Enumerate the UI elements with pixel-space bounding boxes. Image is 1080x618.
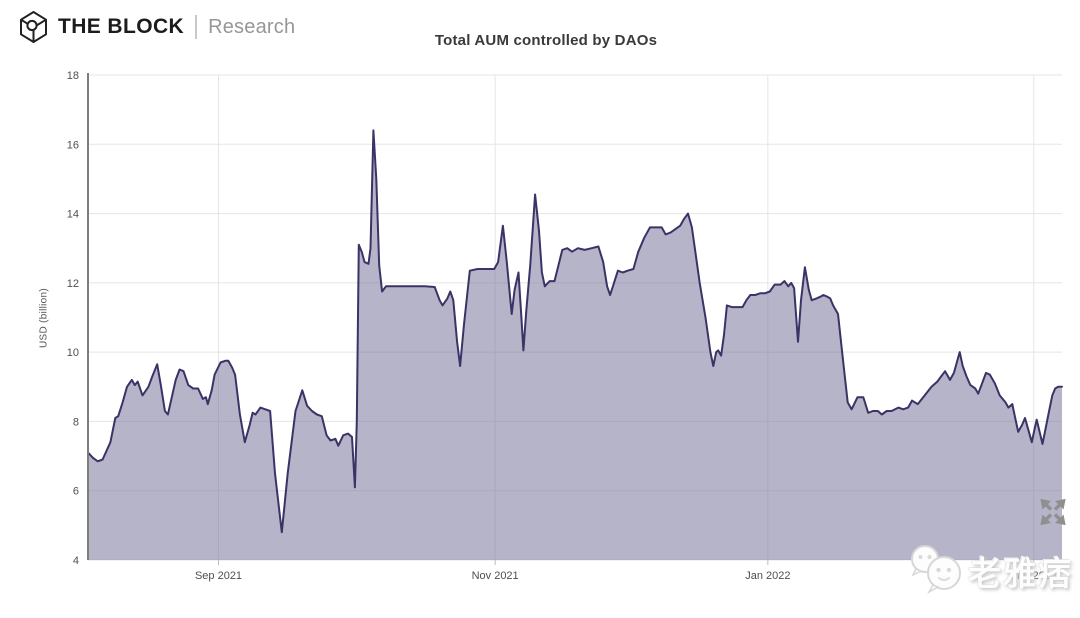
x-tick-label: Mar 2022 xyxy=(1011,570,1057,582)
x-tick-label: Nov 2021 xyxy=(472,570,519,582)
y-tick-label: 14 xyxy=(67,209,79,221)
chart-plot-area[interactable] xyxy=(88,75,1062,560)
area-line xyxy=(87,129,1063,534)
the-block-cube-icon xyxy=(20,11,47,43)
y-axis-title: USD (billion) xyxy=(38,287,50,349)
y-tick-label: 4 xyxy=(73,555,79,567)
expand-arrows-icon[interactable] xyxy=(1037,493,1069,531)
y-tick-label: 18 xyxy=(67,70,79,82)
y-tick-label: 8 xyxy=(73,416,79,428)
y-tick-label: 10 xyxy=(67,347,79,359)
the-block-logo: THE BLOCK Research xyxy=(18,8,295,46)
y-tick-label: 16 xyxy=(67,139,79,151)
logo-divider xyxy=(195,15,198,39)
area-fill xyxy=(88,130,1062,560)
brand-name: THE BLOCK xyxy=(58,15,185,38)
y-tick-label: 12 xyxy=(67,278,79,290)
brand-suffix: Research xyxy=(208,15,296,38)
x-tick-label: Sep 2021 xyxy=(195,570,242,582)
chart-title: Total AUM controlled by DAOs xyxy=(434,32,658,49)
x-tick-label: Jan 2022 xyxy=(745,570,790,582)
y-tick-label: 6 xyxy=(73,486,79,498)
